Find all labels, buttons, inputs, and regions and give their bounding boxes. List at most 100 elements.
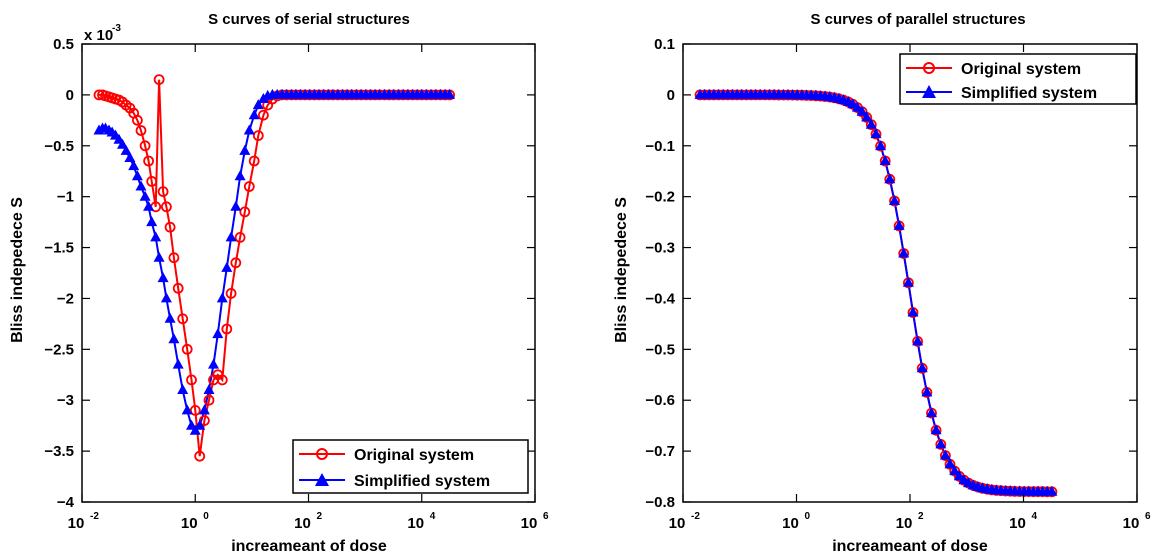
legend-marker-circle xyxy=(923,62,935,74)
legend-marker-triangle xyxy=(922,85,936,98)
y-tick-label: −0.5 xyxy=(44,138,74,155)
data-point xyxy=(879,155,891,165)
plot-area xyxy=(682,43,1138,503)
x-tick-label: 10 xyxy=(181,515,198,532)
data-point xyxy=(234,231,246,243)
data-point xyxy=(189,404,201,416)
data-point xyxy=(893,219,905,230)
x-tick-label-exp: 2 xyxy=(317,511,323,522)
chart-title: S curves of serial structures xyxy=(208,11,410,28)
y-tick-label: −2.5 xyxy=(44,341,74,358)
data-point xyxy=(157,272,169,283)
legend: Original system Simplified system xyxy=(292,439,529,494)
data-point xyxy=(124,152,136,162)
data-point xyxy=(186,374,197,386)
data-point xyxy=(935,438,947,449)
data-point xyxy=(172,358,184,369)
data-point xyxy=(153,74,165,85)
y-tick-label: −3 xyxy=(57,392,74,409)
data-point xyxy=(865,118,877,129)
data-point xyxy=(146,175,158,187)
y-tick-label: −3.5 xyxy=(44,443,74,460)
x-tick-label-exp: 6 xyxy=(543,511,549,522)
y-tick-label: −0.1 xyxy=(645,138,675,155)
data-point xyxy=(221,261,233,272)
data-point xyxy=(921,386,933,397)
y-tick-label: −2 xyxy=(57,290,74,307)
data-point xyxy=(230,257,242,269)
y-tick-label: −0.3 xyxy=(645,240,675,257)
plot-area xyxy=(81,43,536,503)
data-point xyxy=(212,328,224,339)
series-line-1 xyxy=(98,93,450,433)
axes-box xyxy=(81,43,536,503)
data-point xyxy=(884,173,896,184)
data-point xyxy=(168,252,180,264)
data-point xyxy=(164,312,176,323)
legend: Original system Simplified system xyxy=(899,53,1137,105)
data-point xyxy=(208,358,219,369)
data-point xyxy=(216,374,228,386)
data-point xyxy=(139,140,151,152)
x-tick-label-exp: -2 xyxy=(90,511,99,522)
data-point xyxy=(875,140,887,151)
data-point xyxy=(234,170,246,181)
x-tick-label-exp: 4 xyxy=(1032,511,1038,522)
x-tick-label: 10 xyxy=(669,515,686,532)
x-tick-label: 10 xyxy=(407,515,424,532)
data-point xyxy=(131,114,143,126)
data-point xyxy=(248,109,260,120)
legend-box xyxy=(899,53,1137,105)
data-point xyxy=(189,424,201,435)
data-point xyxy=(916,362,928,373)
y-tick-label: −0.4 xyxy=(645,290,675,307)
legend-box xyxy=(292,439,529,494)
legend-marker-circle xyxy=(316,448,328,460)
data-point xyxy=(939,449,951,460)
y-tick-label: −4 xyxy=(57,494,75,511)
data-point xyxy=(146,216,158,227)
data-point xyxy=(902,276,914,287)
data-point xyxy=(172,282,184,294)
y-multiplier-base: x 10 xyxy=(84,27,113,44)
data-point xyxy=(949,465,961,476)
data-point xyxy=(160,201,172,213)
y-tick-label: −0.5 xyxy=(645,341,675,358)
data-point xyxy=(944,458,956,469)
data-point xyxy=(93,89,105,101)
data-point xyxy=(194,450,206,462)
x-tick-label: 10 xyxy=(1009,515,1026,532)
series-line-0 xyxy=(700,93,1052,493)
data-point xyxy=(239,144,251,155)
y-tick-label: 0.5 xyxy=(53,36,74,53)
serial-chart: S curves of serial structures increamean… xyxy=(9,11,549,554)
data-point xyxy=(851,101,863,112)
x-tick-label-exp: 0 xyxy=(203,511,209,522)
data-point xyxy=(143,155,155,167)
data-point xyxy=(230,200,242,211)
data-point xyxy=(181,404,193,415)
data-point xyxy=(216,292,228,303)
data-point xyxy=(870,128,882,139)
data-point xyxy=(1046,485,1058,496)
data-point xyxy=(177,384,189,394)
data-point xyxy=(221,323,233,335)
data-point xyxy=(239,206,251,218)
y-axis-label: Bliss indepedece S xyxy=(9,197,26,343)
data-point xyxy=(257,109,269,121)
x-tick-label: 10 xyxy=(68,515,85,532)
data-point xyxy=(889,195,900,205)
data-point xyxy=(203,394,215,406)
data-point xyxy=(225,231,237,242)
y-multiplier: x 10 -3 xyxy=(84,23,121,44)
data-point xyxy=(120,144,132,155)
data-point xyxy=(160,292,172,303)
data-point xyxy=(243,181,255,192)
data-point xyxy=(252,99,264,110)
legend-label-original: Original system xyxy=(354,447,474,464)
x-tick-label-exp: 6 xyxy=(1145,511,1151,522)
legend-label-simplified: Simplified system xyxy=(961,85,1097,102)
legend-label-simplified: Simplified system xyxy=(354,473,490,490)
data-point xyxy=(194,419,206,430)
data-point xyxy=(907,306,919,317)
